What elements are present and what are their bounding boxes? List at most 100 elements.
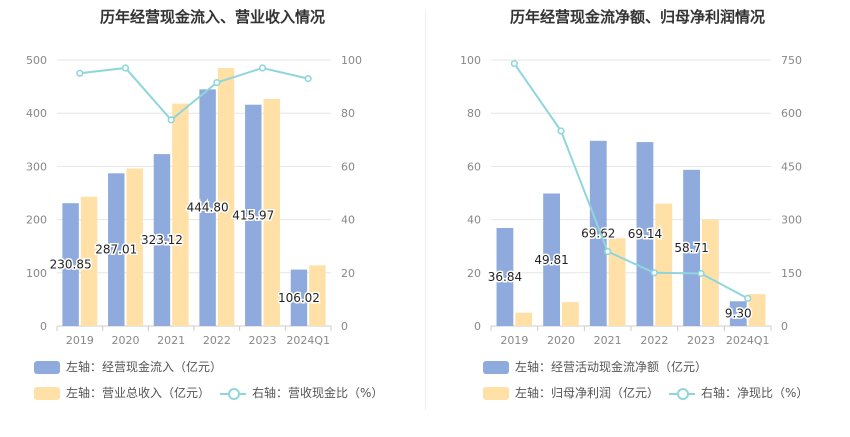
- legend-label: 右轴：净现比（%）: [701, 386, 809, 400]
- legend-label: 左轴：经营现金流入（亿元）: [66, 360, 223, 374]
- data-label: 9.30: [725, 307, 752, 321]
- bar-2020: [543, 193, 560, 326]
- bar-2023: [245, 104, 262, 327]
- data-label: 230.85: [50, 258, 92, 272]
- bar-2020: [108, 173, 125, 326]
- x-tick-label: 2019: [500, 334, 528, 347]
- x-tick-label: 2024Q1: [726, 334, 770, 347]
- x-tick-label: 2024Q1: [286, 334, 330, 347]
- bar-2022: [655, 203, 673, 326]
- bar-2024Q1: [748, 294, 766, 326]
- y-left-tick-label: 20: [467, 267, 481, 280]
- y-right-tick-label: 0: [781, 320, 788, 333]
- y-left-tick-label: 200: [26, 214, 47, 227]
- y-left-tick-label: 80: [467, 107, 481, 120]
- chart-title: 历年经营现金流净额、归母净利润情况: [509, 8, 765, 26]
- bar-2021: [153, 154, 171, 326]
- bar-2021: [589, 140, 607, 326]
- bar-2022: [199, 89, 216, 327]
- bar-2023: [263, 98, 280, 326]
- y-right-tick-label: 150: [781, 267, 802, 280]
- data-label: 69.62: [581, 226, 615, 240]
- bar-2020: [126, 168, 143, 326]
- y-left-tick-label: 60: [467, 160, 481, 173]
- data-label: 36.84: [488, 270, 522, 284]
- bar-2024Q1: [729, 301, 747, 326]
- panel-divider: [425, 10, 426, 410]
- line-point-2022: [650, 269, 658, 277]
- series-line: [513, 62, 749, 300]
- y-left-tick-label: 100: [460, 54, 481, 67]
- chart-title: 历年经营现金流入、营业收入情况: [99, 8, 325, 26]
- legend-swatch-line: [220, 387, 246, 400]
- legend-label: 左轴：营业总收入（亿元）: [66, 386, 211, 400]
- data-label: 444.80: [187, 201, 229, 215]
- x-tick-label: 2022: [640, 334, 668, 347]
- y-left-tick-label: 0: [40, 320, 47, 333]
- legend-swatch-line: [669, 387, 695, 400]
- legend-item-revenue[interactable]: 左轴：营业总收入（亿元）: [34, 380, 210, 406]
- line-point-2021: [167, 116, 175, 124]
- x-tick-label: 2021: [594, 334, 622, 347]
- y-left-tick-label: 0: [474, 320, 481, 333]
- legend-item-net-cashflow[interactable]: 左轴：经营活动现金流净额（亿元）: [483, 354, 707, 380]
- legend-item-net-profit[interactable]: 左轴：归母净利润（亿元）: [483, 380, 659, 406]
- legend-swatch-bar: [483, 387, 509, 400]
- line-point-2023: [258, 64, 267, 72]
- data-label: 106.02: [278, 291, 320, 305]
- chart-panel-netcash-profit: 历年经营现金流净额、归母净利润情况 0 20 40 60 80 100 0 150 300 450…: [425, 0, 850, 437]
- bar-2022: [217, 67, 235, 326]
- legend-swatch-bar: [34, 387, 60, 400]
- y-left-tick-label: 300: [26, 160, 47, 173]
- bar-2019: [515, 312, 533, 326]
- bar-2024Q1: [290, 269, 308, 326]
- legend-swatch-bar: [34, 361, 60, 374]
- x-tick-label: 2022: [203, 334, 231, 347]
- y-right-tick-label: 60: [341, 160, 355, 173]
- bar-2024Q1: [309, 265, 326, 326]
- bar-2019: [80, 196, 98, 326]
- y-right-tick-label: 100: [341, 54, 362, 67]
- y-right-tick-label: 20: [341, 267, 355, 280]
- line-point-2020: [121, 64, 130, 72]
- x-tick-label: 2020: [112, 334, 140, 347]
- x-tick-label: 2023: [687, 334, 715, 347]
- x-tick-label: 2020: [547, 334, 575, 347]
- chart-legend: 左轴：经营现金流入（亿元） 左轴：营业总收入（亿元） 右轴：营收现金比（%）: [34, 354, 424, 406]
- y-right-tick-label: 40: [341, 214, 355, 227]
- chart-legend: 左轴：经营活动现金流净额（亿元） 左轴：归母净利润（亿元） 右轴：净现比（%）: [483, 354, 850, 406]
- data-label: 287.01: [95, 243, 137, 257]
- chart-netcash-profit: 0 20 40 60 80 100 0 150 300 450 600 750 2019 2020 2021…: [460, 54, 802, 347]
- legend-item-cash-inflow[interactable]: 左轴：经营现金流入（亿元）: [34, 354, 222, 380]
- line-point-2024Q1: [304, 75, 312, 83]
- y-left-tick-label: 100: [26, 267, 47, 280]
- y-right-tick-label: 300: [781, 214, 802, 227]
- bar-2022: [636, 142, 654, 326]
- y-left-tick-label: 500: [26, 54, 47, 67]
- y-left-tick-label: 400: [26, 107, 47, 120]
- legend-label: 左轴：经营活动现金流净额（亿元）: [515, 360, 708, 374]
- data-label: 69.14: [628, 227, 662, 241]
- line-point-2019: [510, 59, 518, 68]
- series-line: [79, 66, 309, 122]
- y-left-tick-label: 40: [467, 214, 481, 227]
- data-label: 415.97: [232, 208, 274, 222]
- x-tick-label: 2023: [249, 334, 277, 347]
- legend-item-cash-ratio[interactable]: 右轴：营收现金比（%）: [220, 380, 383, 406]
- line-point-2020: [557, 127, 565, 135]
- y-right-tick-label: 450: [781, 160, 802, 173]
- bar-2021: [608, 238, 626, 326]
- line-point-2021: [604, 247, 612, 256]
- bar-2019: [496, 228, 514, 326]
- legend-item-net-cash-ratio[interactable]: 右轴：净现比（%）: [669, 380, 808, 406]
- x-tick-label: 2021: [157, 334, 185, 347]
- line-point-2023: [697, 269, 705, 278]
- y-right-tick-label: 600: [781, 107, 802, 120]
- bar-2021: [172, 103, 189, 327]
- bar-2019: [62, 203, 79, 326]
- bar-2020: [562, 302, 579, 326]
- data-label: 323.12: [141, 233, 183, 247]
- bar-2023: [683, 169, 700, 326]
- data-label: 58.71: [674, 241, 708, 255]
- chart-cashflow-revenue: 0 100 200 300 400 500 0 20 40 60 80 100 2019 2020 2021…: [26, 54, 362, 347]
